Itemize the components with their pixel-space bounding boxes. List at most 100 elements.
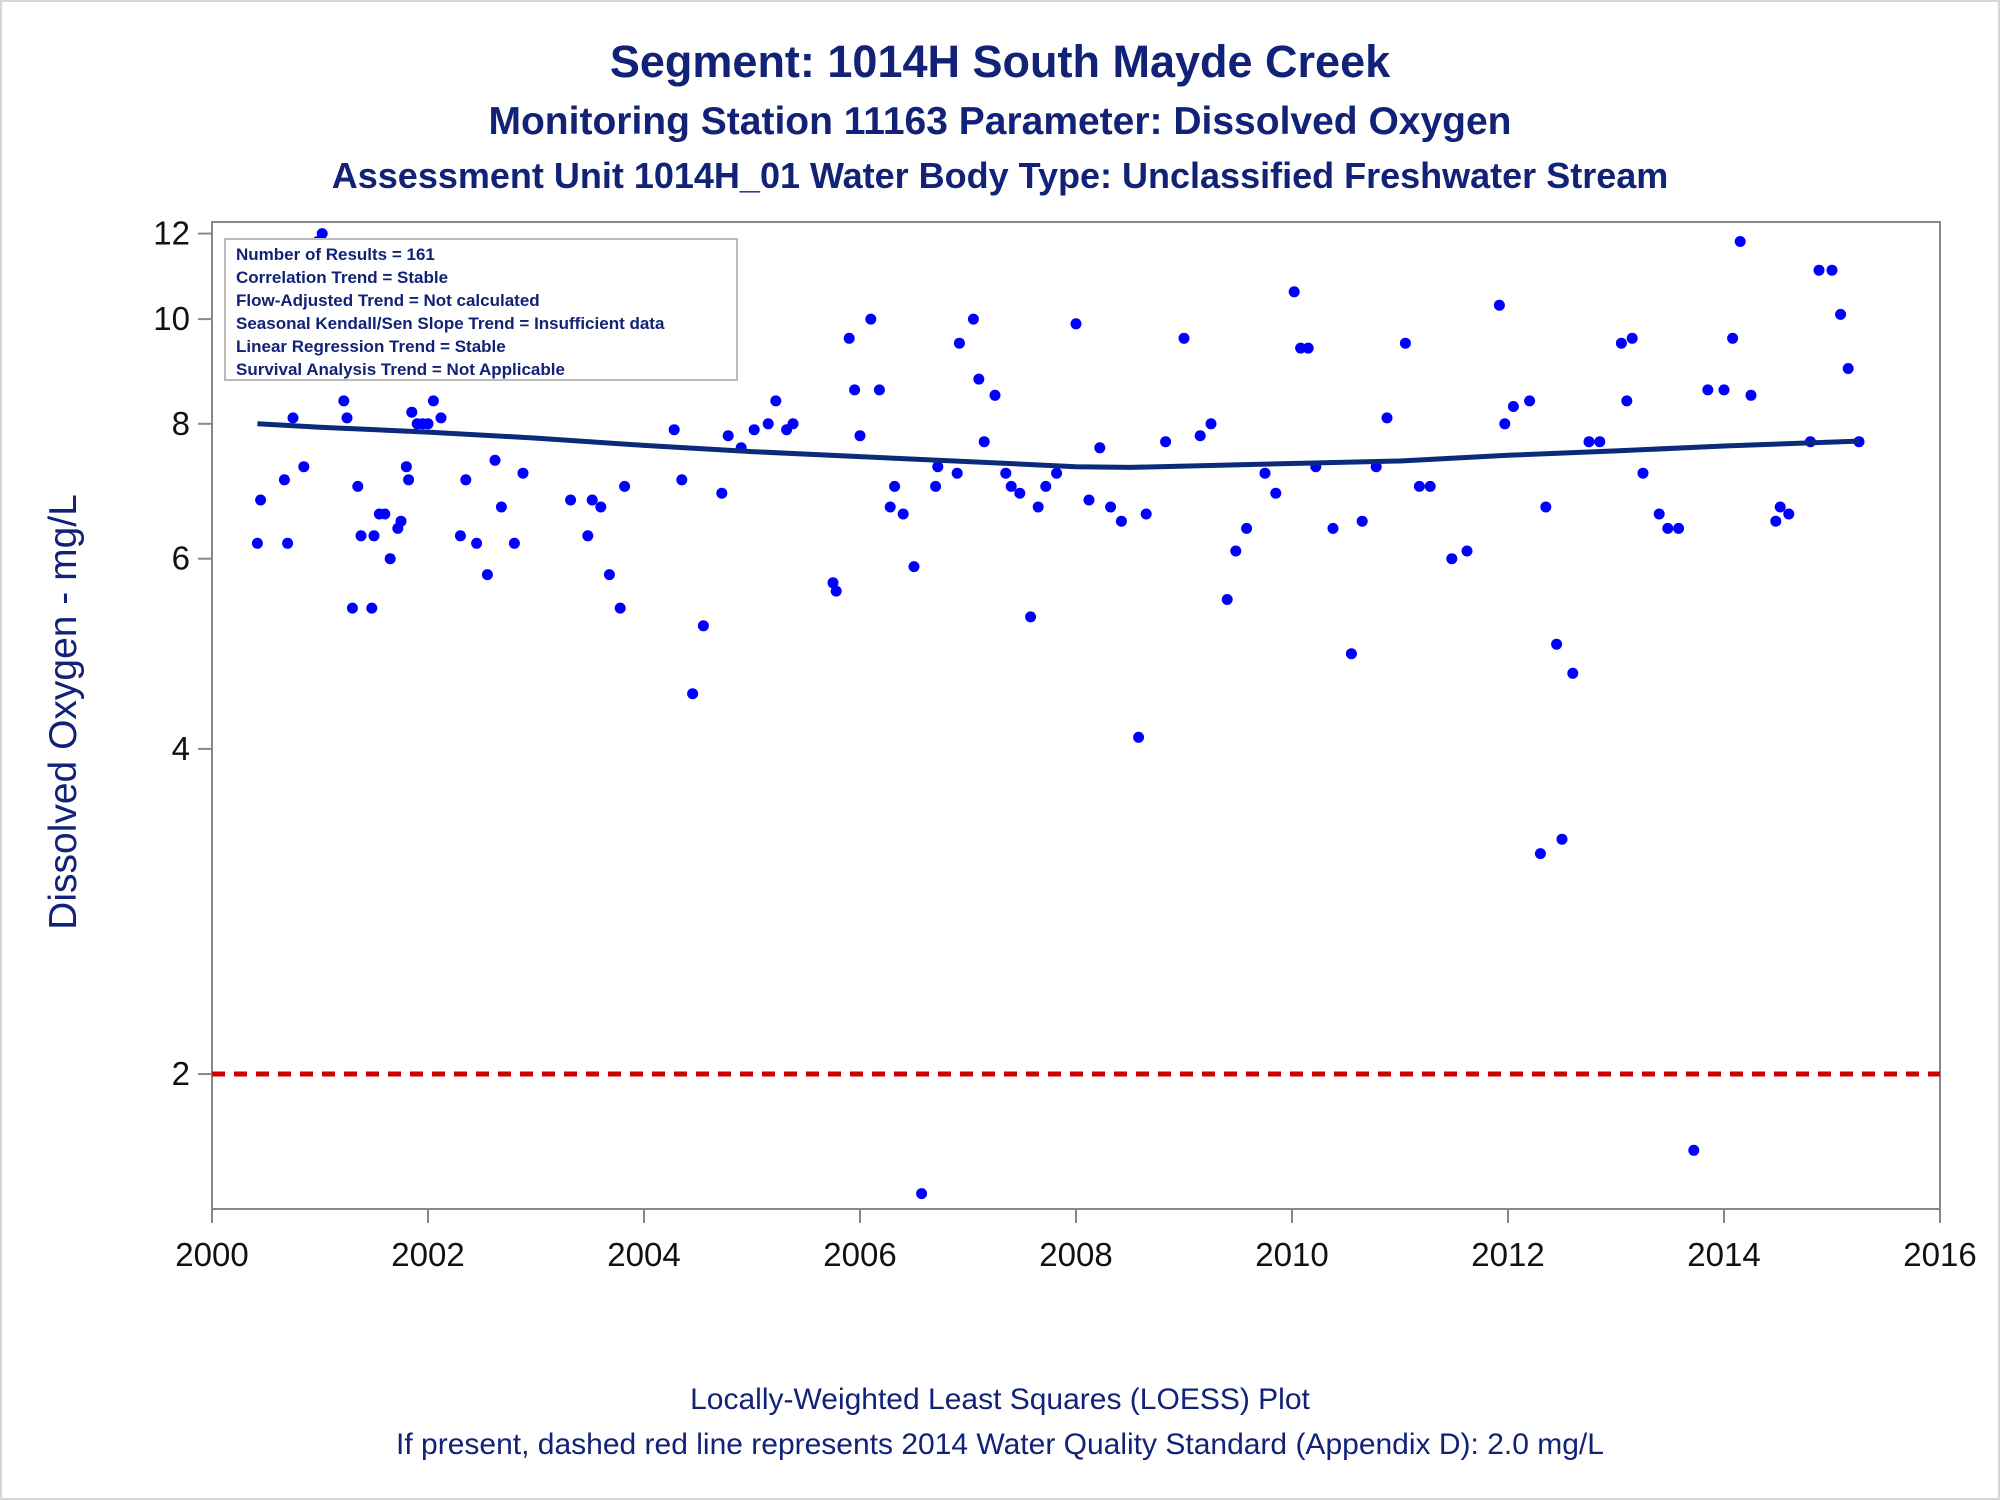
data-point	[967, 313, 979, 325]
y-tick-label: 8	[172, 405, 190, 442]
data-point	[1583, 436, 1595, 448]
chart-title: Segment: 1014H South Mayde Creek	[609, 36, 1391, 87]
data-point	[1594, 436, 1606, 448]
stats-line: Linear Regression Trend = Stable	[236, 337, 506, 356]
data-point	[1032, 501, 1044, 513]
data-point	[1025, 611, 1037, 623]
data-point	[897, 508, 909, 520]
data-point	[1826, 264, 1838, 276]
data-point	[1653, 508, 1665, 520]
data-point	[1083, 494, 1095, 506]
data-point	[1688, 1144, 1700, 1156]
data-point	[400, 461, 412, 473]
footnote-standard: If present, dashed red line represents 2…	[396, 1428, 1604, 1461]
data-point	[1493, 299, 1505, 311]
data-point	[508, 537, 520, 549]
data-point	[1727, 332, 1739, 344]
x-tick-label: 2016	[1903, 1236, 1976, 1273]
data-point	[403, 474, 415, 486]
footnote-loess: Locally-Weighted Least Squares (LOESS) P…	[690, 1383, 1310, 1416]
data-point	[1094, 442, 1106, 454]
data-point	[406, 406, 418, 418]
data-point	[668, 424, 680, 436]
x-tick-label: 2014	[1687, 1236, 1760, 1273]
data-point	[355, 530, 367, 542]
data-point	[1327, 522, 1339, 534]
data-point	[1637, 467, 1649, 479]
data-point	[1295, 342, 1307, 354]
data-point	[1718, 384, 1730, 396]
data-point	[298, 461, 310, 473]
data-point	[495, 501, 507, 513]
data-point	[787, 418, 799, 430]
data-point	[849, 384, 861, 396]
data-point	[346, 602, 358, 614]
data-point	[1288, 286, 1300, 298]
data-point	[1014, 487, 1026, 499]
trend-stats-box: Number of Results = 161 Correlation Trend…	[224, 238, 738, 381]
data-point	[255, 494, 267, 506]
data-point	[1000, 467, 1012, 479]
data-point	[379, 508, 391, 520]
data-point	[716, 487, 728, 499]
data-point	[614, 602, 626, 614]
loess-curve-layer	[257, 421, 1860, 470]
stats-line: Correlation Trend = Stable	[236, 268, 448, 287]
data-point	[1070, 318, 1082, 330]
data-point	[951, 467, 963, 479]
stats-line: Number of Results = 161	[236, 245, 435, 264]
data-point	[916, 1188, 928, 1200]
data-point	[827, 577, 839, 589]
data-point	[697, 620, 709, 632]
data-point	[1835, 308, 1847, 320]
y-tick-label: 10	[153, 300, 190, 337]
data-point	[762, 418, 774, 430]
data-point	[1381, 412, 1393, 424]
data-point	[338, 395, 350, 407]
data-point	[865, 313, 877, 325]
data-point	[1356, 515, 1368, 527]
data-point	[341, 412, 353, 424]
data-point	[316, 228, 328, 240]
data-point	[1499, 418, 1511, 430]
data-point	[471, 537, 483, 549]
data-point	[953, 337, 965, 349]
data-point	[1345, 648, 1357, 660]
data-point	[854, 430, 866, 442]
data-point	[843, 332, 855, 344]
data-point	[930, 480, 942, 492]
stats-box-border	[224, 238, 738, 381]
y-axis-label: Dissolved Oxygen - mg/L	[42, 494, 85, 930]
data-point	[251, 537, 263, 549]
loess-curve	[257, 421, 1860, 470]
data-point	[595, 501, 607, 513]
data-point	[427, 395, 439, 407]
data-point	[1446, 553, 1458, 565]
stats-line: Flow-Adjusted Trend = Not calculated	[236, 291, 540, 310]
data-point	[1626, 332, 1638, 344]
y-tick-label: 12	[153, 215, 190, 252]
y-tick-label: 2	[172, 1055, 190, 1092]
data-point	[1270, 487, 1282, 499]
data-point	[368, 530, 380, 542]
data-point	[1160, 436, 1172, 448]
data-point	[978, 436, 990, 448]
x-tick-label: 2008	[1039, 1236, 1112, 1273]
data-point	[889, 480, 901, 492]
data-point	[1783, 508, 1795, 520]
data-point	[1302, 342, 1314, 354]
stats-line: Survival Analysis Trend = Not Applicable	[236, 360, 565, 379]
x-tick-label: 2012	[1471, 1236, 1544, 1273]
x-tick-label: 2000	[175, 1236, 248, 1273]
data-point	[384, 553, 396, 565]
data-point	[1842, 363, 1854, 374]
data-point	[1221, 594, 1233, 605]
data-point	[422, 418, 434, 430]
data-point	[1774, 501, 1786, 513]
data-point	[1662, 522, 1674, 534]
x-tick-label: 2006	[823, 1236, 896, 1273]
data-point	[1133, 731, 1145, 743]
data-point	[1140, 508, 1152, 520]
x-tick-label: 2010	[1255, 1236, 1328, 1273]
data-point	[932, 461, 944, 473]
